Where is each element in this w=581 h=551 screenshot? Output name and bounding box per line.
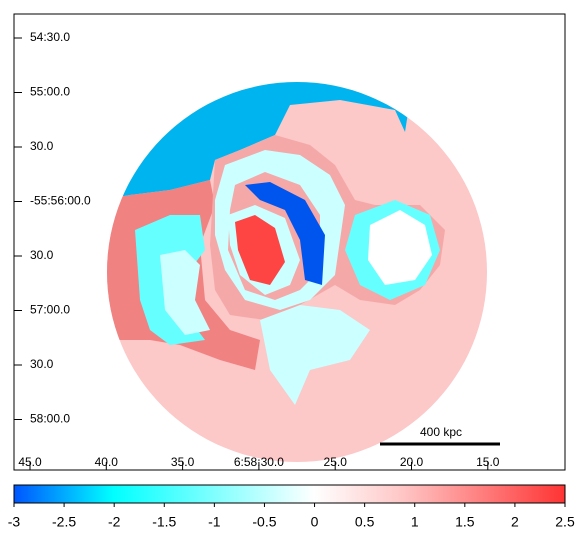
y-tick-label: 30.0 xyxy=(30,248,54,262)
colorbar-tick-label: -0.5 xyxy=(252,514,276,530)
y-tick-label: 57:00.0 xyxy=(30,303,70,317)
y-tick-label: 55:00.0 xyxy=(30,85,70,99)
colorbar-tick-label: 0 xyxy=(311,514,319,530)
y-tick-label: -55:56:00.0 xyxy=(30,194,91,208)
y-tick-label: 58:00.0 xyxy=(30,412,70,426)
colorbar-tick-label: -3 xyxy=(8,514,21,530)
colorbar xyxy=(13,484,566,504)
residual-map xyxy=(107,82,487,462)
colorbar-tick-label: 2.5 xyxy=(555,514,575,530)
y-tick-label: 54:30.0 xyxy=(30,30,70,44)
colorbar-tick-label: -1.5 xyxy=(152,514,176,530)
colorbar-tick-label: -2 xyxy=(108,514,121,530)
colorbar-tick-label: -1 xyxy=(208,514,221,530)
y-tick-label: 30.0 xyxy=(30,357,54,371)
colorbar-tick-label: 1.5 xyxy=(455,514,475,530)
y-tick-label: 30.0 xyxy=(30,139,54,153)
colorbar-tick-label: 0.5 xyxy=(355,514,375,530)
colorbar-tick-label: 2 xyxy=(511,514,519,530)
colorbar-tick-label: 1 xyxy=(411,514,419,530)
scale-bar-label: 400 kpc xyxy=(420,425,462,439)
colorbar-tick-label: -2.5 xyxy=(52,514,76,530)
